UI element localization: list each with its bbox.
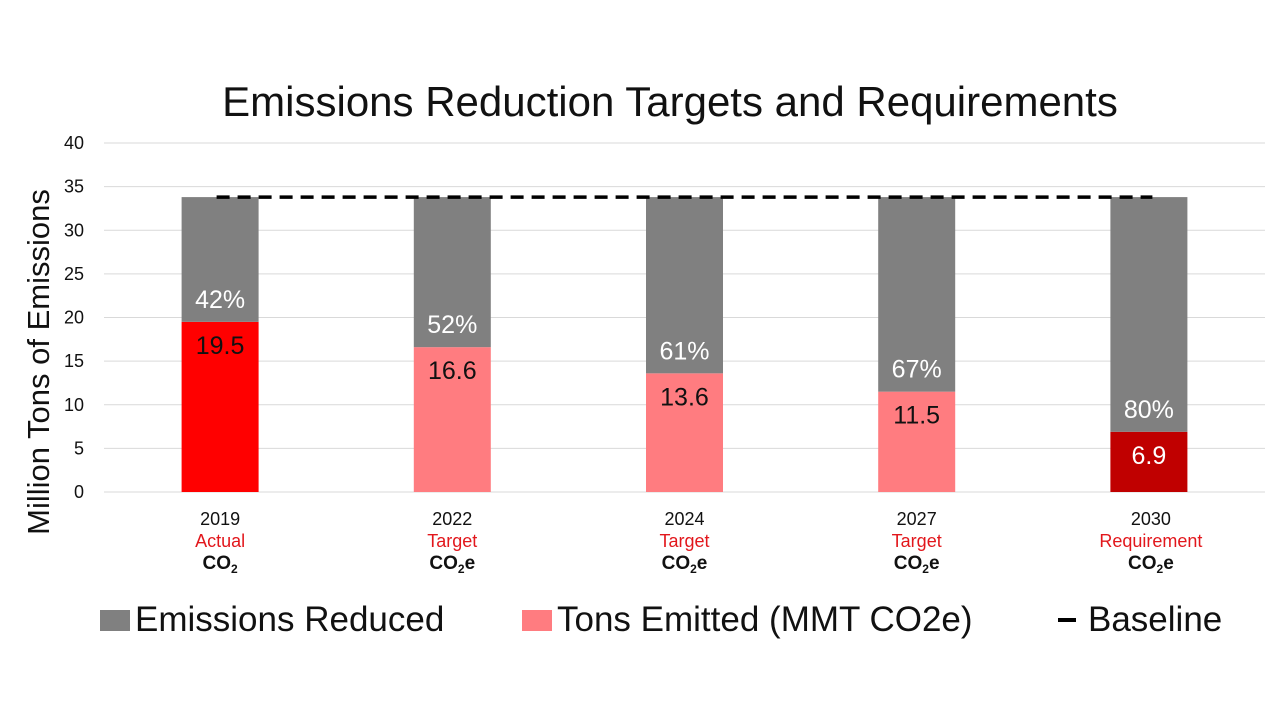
bar-emissions-reduced	[878, 197, 956, 392]
y-tick-label: 25	[64, 264, 84, 284]
legend-item-baseline: Baseline	[1058, 600, 1222, 640]
legend-label-baseline: Baseline	[1088, 600, 1223, 639]
bar-emissions-reduced	[646, 197, 723, 374]
data-label-tons-emitted: 16.6	[428, 357, 477, 385]
y-tick-label: 0	[74, 482, 84, 502]
legend-dash-baseline	[1058, 618, 1076, 622]
x-category-kind: Actual	[195, 531, 246, 551]
legend-label-tons-emitted: Tons Emitted (MMT CO2e)	[557, 600, 973, 639]
bar-tons-emitted	[413, 347, 491, 492]
bar-tons-emitted	[878, 391, 956, 492]
data-label-tons-emitted: 13.6	[660, 383, 709, 411]
bar-tons-emitted	[181, 321, 259, 492]
x-category-gas: CO2e	[429, 553, 476, 576]
x-category-year: 2027	[896, 509, 937, 529]
x-category-label: 2019 Actual CO2	[195, 508, 245, 581]
x-category-gas: CO2	[202, 553, 238, 576]
data-label-emissions-reduced: 61%	[659, 337, 709, 365]
bar-emissions-reduced	[1110, 197, 1188, 432]
y-tick-label: 15	[64, 351, 84, 371]
y-tick-label: 10	[64, 395, 84, 415]
data-label-tons-emitted: 6.9	[1132, 442, 1167, 470]
legend-label-emissions-reduced: Emissions Reduced	[135, 600, 445, 639]
bar-emissions-reduced	[181, 197, 259, 322]
bar-tons-emitted	[646, 373, 723, 492]
x-category-kind: Target	[659, 531, 710, 551]
x-category-gas: CO2e	[661, 553, 708, 576]
legend: Emissions Reduced Tons Emitted (MMT CO2e…	[0, 600, 1280, 646]
legend-item-tons-emitted: Tons Emitted (MMT CO2e)	[522, 600, 973, 640]
x-category-year: 2022	[432, 509, 473, 529]
x-category-year: 2019	[200, 509, 241, 529]
x-category-label: 2027 Target CO2e	[892, 508, 942, 581]
chart-plot: 0 5 10 15 20 25 30 35 40 19.5 42% 16.6 52% 13.6 61% 11.…	[64, 133, 1265, 502]
x-category-label: 2024 Target CO2e	[659, 508, 709, 581]
y-tick-label: 20	[64, 308, 84, 328]
y-tick-label: 5	[74, 438, 84, 458]
y-tick-label: 35	[64, 177, 84, 197]
x-category-kind: Target	[427, 531, 478, 551]
legend-item-emissions-reduced: Emissions Reduced	[100, 600, 444, 640]
data-label-tons-emitted: 11.5	[893, 402, 940, 430]
legend-swatch-tons-emitted	[522, 609, 552, 631]
data-label-emissions-reduced: 67%	[892, 356, 942, 384]
x-category-label: 2022 Target CO2e	[427, 508, 477, 581]
y-tick-label: 40	[64, 133, 84, 153]
x-category-gas: CO2e	[893, 553, 940, 576]
data-label-tons-emitted: 19.5	[196, 332, 245, 360]
x-category-kind: Target	[891, 531, 942, 551]
x-category-kind: Requirement	[1099, 531, 1203, 551]
data-label-emissions-reduced: 80%	[1124, 396, 1174, 424]
legend-swatch-emissions-reduced	[100, 609, 130, 631]
data-label-emissions-reduced: 52%	[427, 311, 477, 339]
x-category-year: 2030	[1130, 509, 1171, 529]
bar-tons-emitted	[1110, 431, 1188, 492]
y-tick-label: 30	[64, 220, 84, 240]
x-category-label: 2030 Requirement CO2e	[1099, 508, 1202, 581]
x-category-year: 2024	[664, 509, 705, 529]
x-category-gas: CO2e	[1128, 553, 1174, 576]
chart-title: Emissions Reduction Targets and Requirem…	[222, 78, 1118, 125]
bar-emissions-reduced	[413, 197, 491, 348]
data-label-emissions-reduced: 42%	[195, 286, 245, 314]
